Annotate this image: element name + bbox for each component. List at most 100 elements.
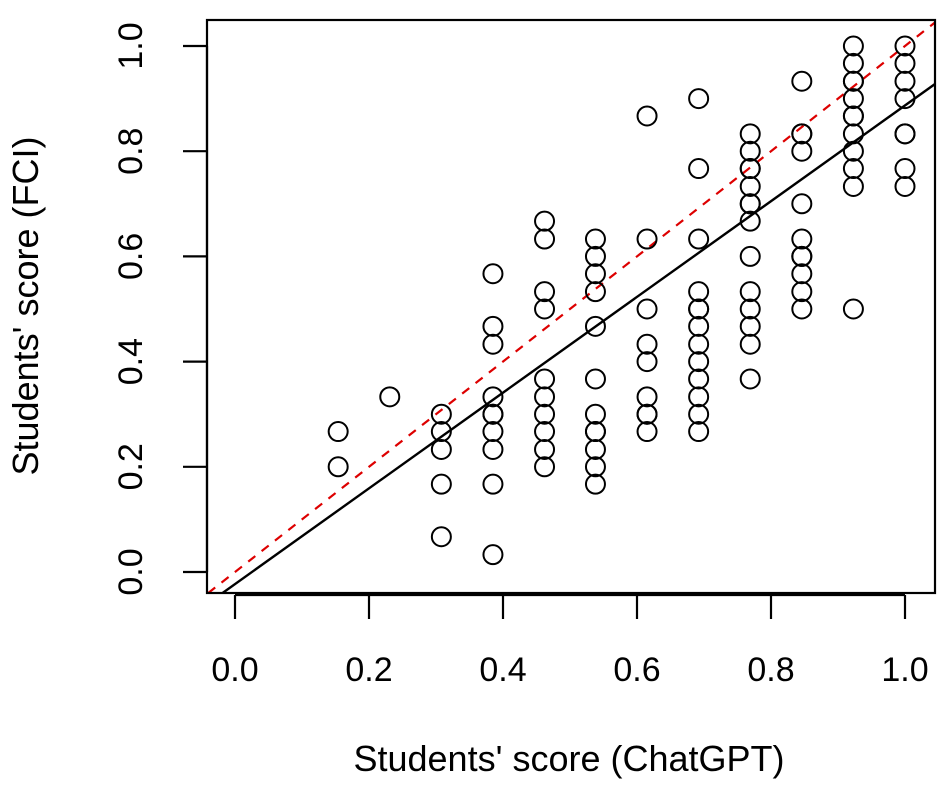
data-point [584,421,606,443]
data-point [688,281,710,303]
data-point [584,281,606,303]
data-point [842,52,864,74]
data-point [482,473,504,495]
data-points [327,35,916,566]
data-point [894,88,916,110]
x-tick-label: 0.2 [345,651,392,689]
data-point [636,333,658,355]
data-point [482,421,504,443]
data-point [534,228,556,250]
data-point [688,351,710,373]
data-point [791,245,813,267]
y-tick-label: 0.8 [112,128,150,175]
data-point [534,438,556,460]
data-point [430,438,452,460]
data-point [791,281,813,303]
x-tick-label: 1.0 [881,651,928,689]
data-point [894,35,916,57]
data-point [739,210,761,232]
data-point [482,263,504,285]
data-point [482,315,504,337]
regression-lines [207,21,935,593]
linear-fit-line [220,82,935,593]
x-axis: 0.0 0.2 0.4 0.6 0.8 1.0 [211,593,929,689]
data-point [482,438,504,460]
data-point [739,193,761,215]
y-tick-label: 0.4 [112,338,150,385]
data-point [534,421,556,443]
data-point [534,456,556,478]
data-point [842,158,864,180]
data-point [584,438,606,460]
data-point [791,140,813,162]
data-point [584,456,606,478]
data-point [688,315,710,337]
y-tick-label: 0.2 [112,443,150,490]
data-point [430,403,452,425]
data-point [534,281,556,303]
data-point [636,403,658,425]
x-tick-label: 0.4 [479,651,526,689]
x-tick-label: 0.0 [211,651,258,689]
data-point [791,298,813,320]
data-point [791,123,813,145]
y-tick-label: 0.6 [112,233,150,280]
data-point [482,386,504,408]
data-point [842,298,864,320]
data-point [688,333,710,355]
data-point [534,386,556,408]
data-point [894,123,916,145]
data-point [688,88,710,110]
data-point [739,315,761,337]
data-point [430,421,452,443]
data-point [791,193,813,215]
data-point [636,351,658,373]
data-point [327,421,349,443]
data-point [430,526,452,548]
data-point [534,368,556,390]
data-point [636,228,658,250]
y-axis: 0.0 0.2 0.4 0.6 0.8 1.0 [112,22,209,596]
data-point [327,456,349,478]
data-point [636,298,658,320]
data-point [584,403,606,425]
data-point [688,386,710,408]
data-point [584,263,606,285]
data-point [688,421,710,443]
identity-reference-line [207,21,935,593]
data-point [739,281,761,303]
data-point [482,333,504,355]
data-point [739,368,761,390]
data-point [842,123,864,145]
x-axis-title: Students' score (ChatGPT) [353,738,784,779]
y-tick-label: 1.0 [112,22,150,69]
data-point [842,140,864,162]
data-point [584,473,606,495]
data-point [688,403,710,425]
data-point [739,298,761,320]
data-point [739,140,761,162]
data-point [534,210,556,232]
data-point [636,421,658,443]
y-tick-label: 0.0 [112,548,150,595]
data-point [739,333,761,355]
data-point [842,35,864,57]
data-point [379,386,401,408]
data-point [688,298,710,320]
data-point [842,175,864,197]
data-point [636,386,658,408]
data-point [534,298,556,320]
data-point [791,70,813,92]
data-point [894,175,916,197]
data-point [739,245,761,267]
x-tick-label: 0.6 [613,651,660,689]
data-point [739,175,761,197]
data-point [584,368,606,390]
data-point [791,228,813,250]
data-point [842,88,864,110]
data-point [430,473,452,495]
data-point [842,70,864,92]
x-tick-label: 0.8 [747,651,794,689]
data-point [842,105,864,127]
data-point [482,403,504,425]
